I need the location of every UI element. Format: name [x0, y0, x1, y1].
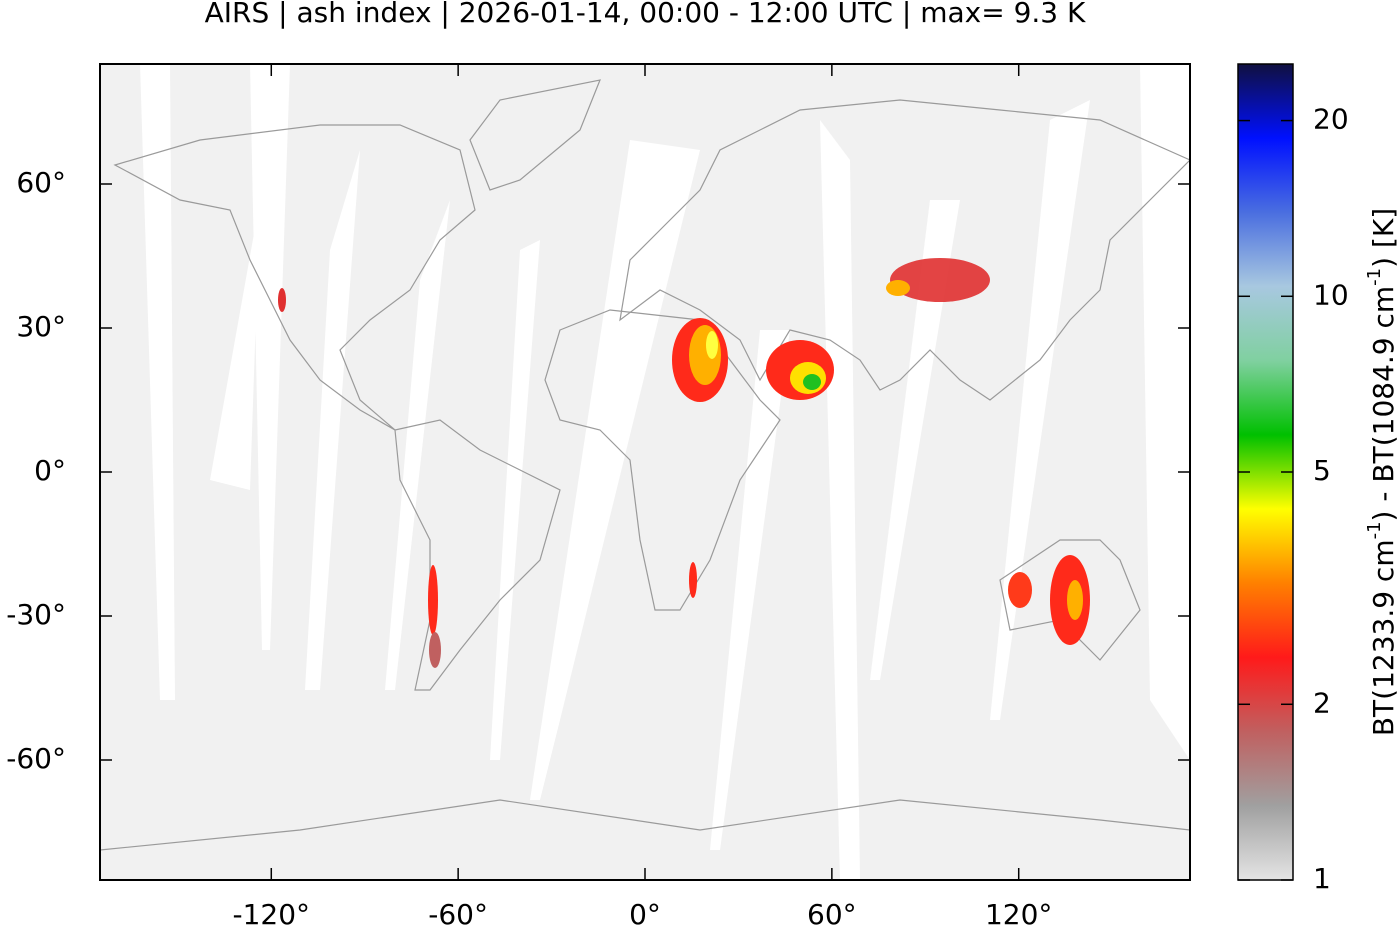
- colorbar-label: BT(1233.9 cm-1) - BT(1084.9 cm-1) [K]: [1364, 208, 1400, 736]
- colorbar-tick-label: 5: [1313, 454, 1331, 487]
- y-tick-label: 0°: [34, 454, 66, 487]
- label-part: ) - BT(1084.9 cm: [1367, 286, 1400, 522]
- superscript: -1: [1364, 268, 1385, 286]
- x-tick-label: -60°: [428, 898, 488, 930]
- y-tick-label: 60°: [16, 166, 66, 199]
- colorbar-tick-label: 1: [1313, 862, 1331, 895]
- chart-title: AIRS | ash index | 2026-01-14, 00:00 - 1…: [205, 0, 1086, 29]
- y-tick-label: 30°: [16, 310, 66, 343]
- colorbar-tick-label: 2: [1313, 686, 1331, 719]
- superscript: -1: [1364, 521, 1385, 539]
- x-tick-label: 0°: [629, 898, 661, 930]
- y-tick-label: -60°: [6, 742, 66, 775]
- x-tick-label: -120°: [233, 898, 311, 930]
- swath-gaps: [140, 64, 1190, 880]
- label-part: ) [K]: [1367, 208, 1400, 268]
- colorbar-tick-label: 10: [1313, 278, 1349, 311]
- label-part: BT(1233.9 cm: [1367, 539, 1400, 736]
- x-tick-label: 120°: [985, 898, 1052, 930]
- y-tick-label: -30°: [6, 598, 66, 631]
- map-area: [100, 64, 1190, 880]
- colorbar-tick-label: 20: [1313, 103, 1349, 136]
- ash-signal: [278, 258, 1090, 668]
- x-tick-label: 60°: [807, 898, 857, 930]
